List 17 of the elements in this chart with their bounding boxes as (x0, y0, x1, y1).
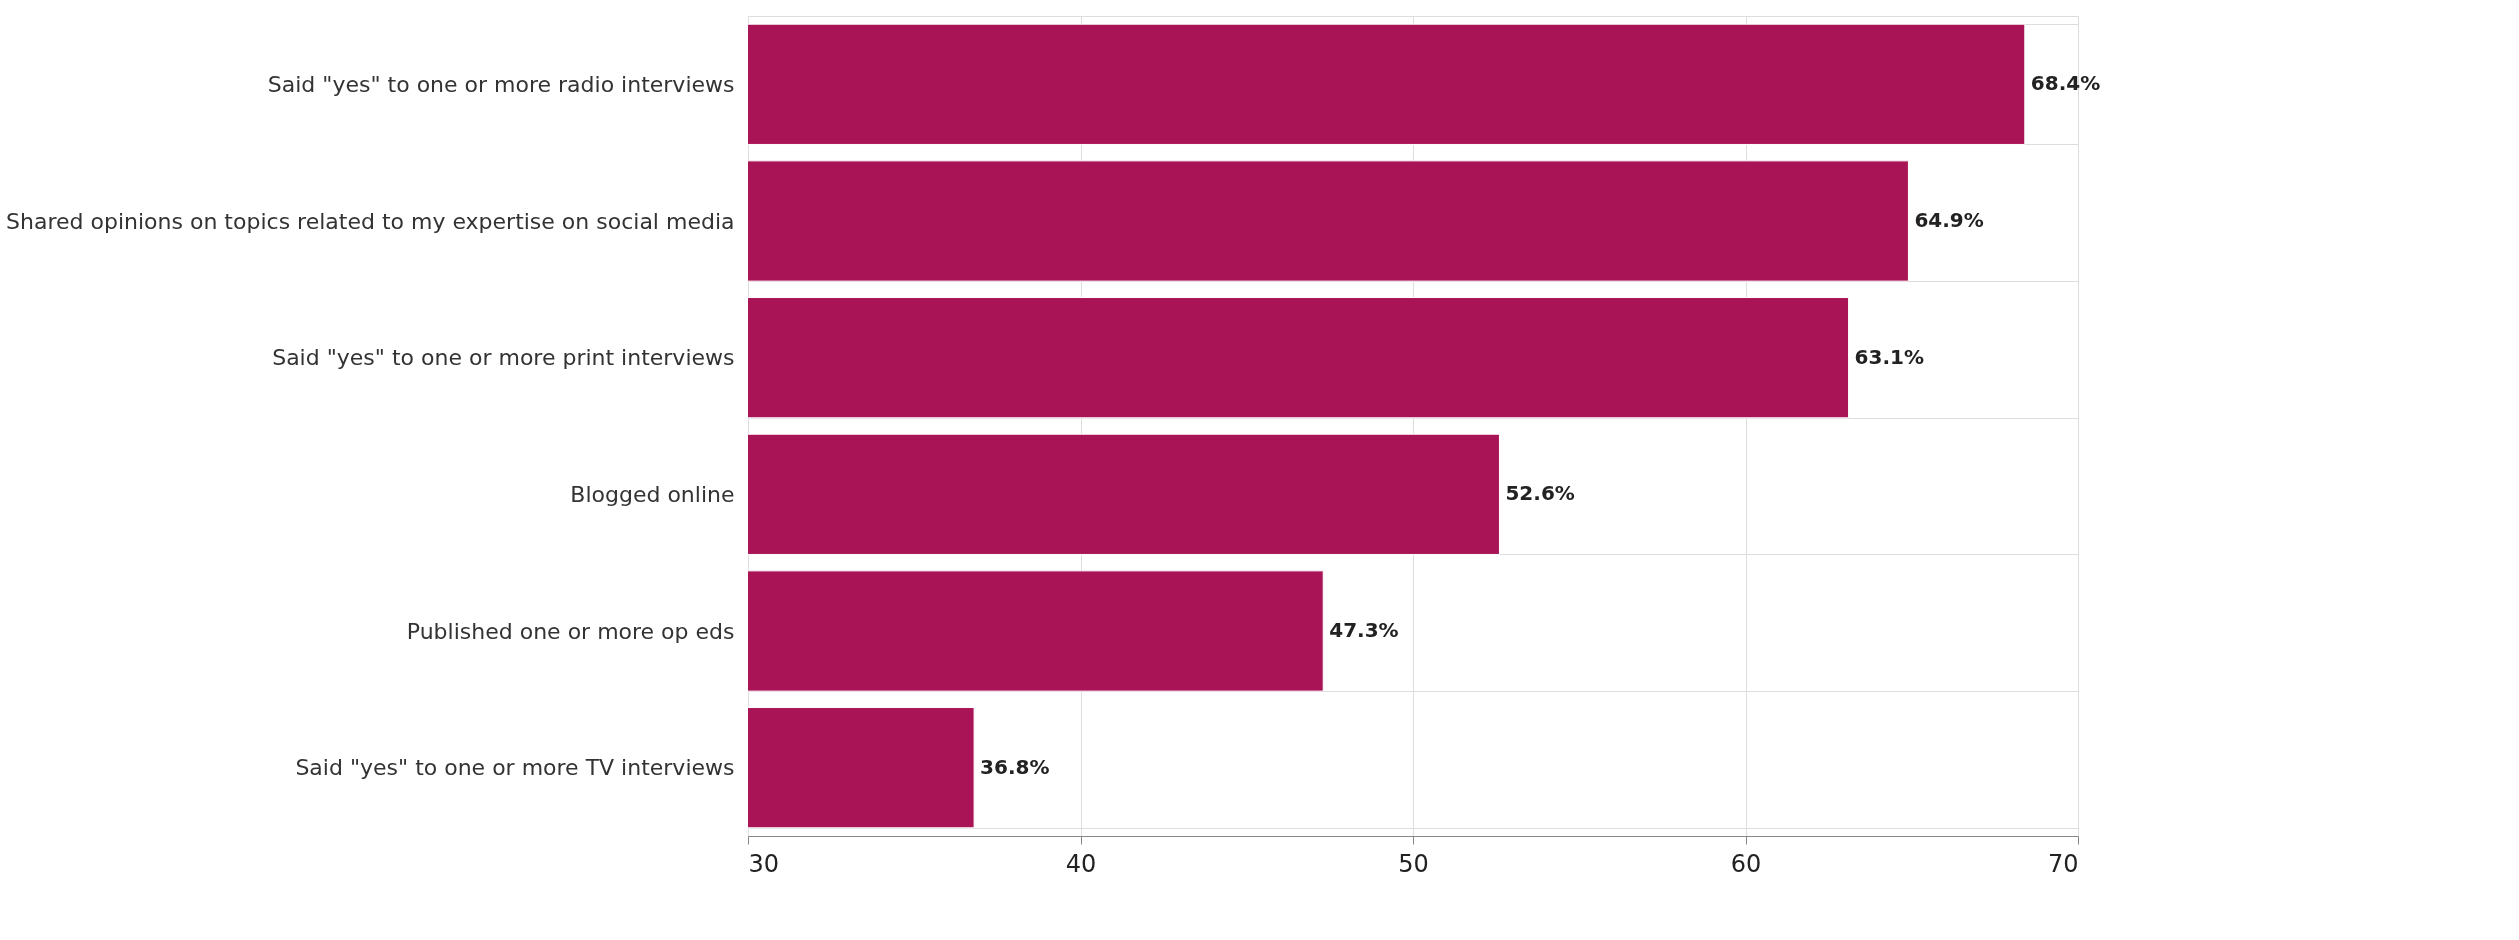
y-tick-label: Shared opinions on topics related to my expertise on social media (6, 208, 735, 234)
data-label: 63.1% (1854, 344, 1924, 369)
y-tick-label: Blogged online (570, 481, 735, 507)
data-label: 52.6% (1505, 481, 1575, 506)
y-tick-label: Published one or more op eds (406, 618, 735, 644)
x-tick-label: 50 (1398, 849, 1429, 878)
data-label: 64.9% (1914, 208, 1984, 232)
x-tick-label: 30 (748, 849, 780, 878)
y-tick-label: Said "yes" to one or more radio interviews (267, 71, 735, 97)
y-tick-label: Said "yes" to one or more TV interviews (295, 755, 735, 781)
data-label: 68.4% (2030, 71, 2101, 96)
data-label: 47.3% (1329, 618, 1399, 642)
data-label: 36.8% (980, 754, 1050, 779)
x-tick-label: 70 (2047, 849, 2079, 878)
y-tick-label: Said "yes" to one or more print interviews (272, 345, 735, 371)
x-tick-label: 40 (1065, 849, 1097, 878)
x-tick-label: 60 (1730, 849, 1762, 878)
